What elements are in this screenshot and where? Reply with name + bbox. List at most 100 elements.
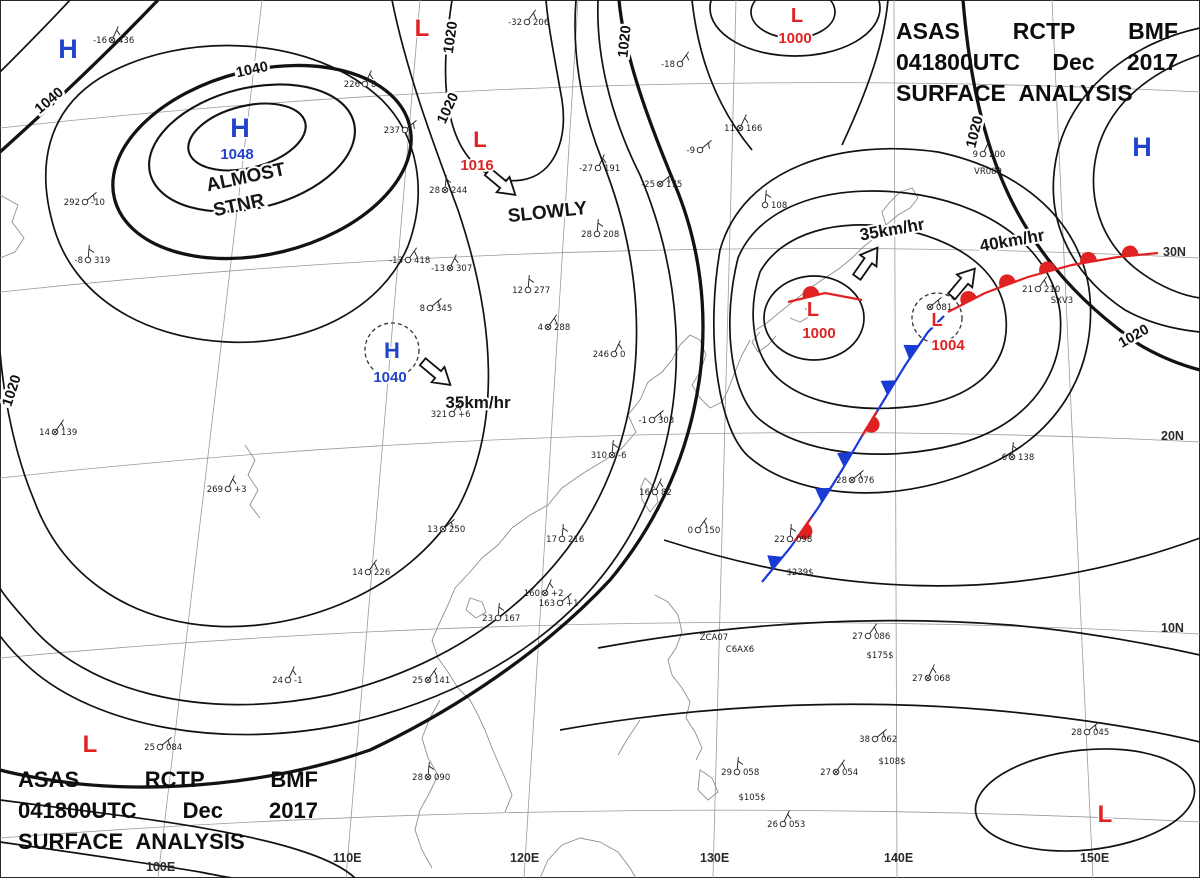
wind-barb-feather-icon [528,278,535,283]
station-pressure-value: 098 [796,535,812,545]
isobar-ring-low [713,147,1092,494]
station-pressure-value: 82 [661,488,672,498]
wind-barb-feather-icon [737,760,744,765]
station-pressure-value: 139 [61,428,77,438]
high-pressure-symbol: H [230,113,250,143]
isobar-path [559,703,1200,743]
station-sky-cover-icon [657,181,663,187]
movement-annotation: ALMOST [204,159,287,196]
station-sky-cover-icon [440,526,446,532]
station-temp-value: -9 [687,146,695,156]
wind-barb-feather-icon [659,481,664,488]
title-word: ASAS [18,767,80,792]
movement-arrow-icon [483,167,517,196]
isobar-value-label: 1040 [235,59,270,81]
isobar-path [0,799,356,878]
wind-barb-feather-icon [685,54,690,61]
title-line-1: ASAS RCTP BMF [18,764,318,795]
station-temp-value: 14 [39,428,50,438]
parallel-line [0,248,1200,293]
ship-id-label: ZCA07 [700,633,728,643]
station-sky-cover-icon [542,590,548,596]
isobar-path [663,537,1200,587]
movement-arrow-icon [947,267,976,301]
isobar-path [0,0,71,73]
wind-barb-feather-icon [873,626,878,633]
coastline-hokkaido [881,187,919,226]
isobar-ring-1044 [148,83,356,213]
coastline-inland-water [0,194,261,519]
coastline-borneo [539,837,637,878]
coastline-hainan [465,597,487,619]
ship-id-label: $239$ [786,568,813,578]
coastline-taiwan [640,477,659,513]
wind-barb-feather-icon [1043,279,1048,286]
title-block-top: ASAS RCTP BMF 041800UTC Dec 2017 SURFACE… [896,16,1178,109]
wind-barb-feather-icon [618,343,623,350]
meridian-line [1051,0,1094,878]
station-pressure-value: -6 [618,451,626,461]
wind-barb-feather-icon [369,73,374,80]
isobar-trough-1020 [444,0,565,182]
station-temp-value: 4 [538,323,543,333]
station-pressure-value: 150 [704,526,720,536]
title-line-3: SURFACE ANALYSIS [896,78,1178,109]
warm-front-symbol [864,415,880,433]
cold-front-symbol [837,452,854,468]
ship-id-label: $175$ [866,651,893,661]
station-temp-value: 27 [852,632,863,642]
parallel-line [0,432,1200,479]
station-pressure-value: +1 [566,599,579,609]
station-circle-icon [761,201,769,209]
wind-barb-feather-icon [882,731,885,738]
high-pressure-symbol: H [1132,132,1152,162]
station-pressure-value: 054 [842,768,858,778]
station-temp-value: 246 [593,350,609,360]
pressure-center-value: 1000 [778,30,811,47]
wind-barb-feather-icon [744,117,749,124]
station-temp-value: 321 [431,410,447,420]
wind-barb-feather-icon [841,762,846,769]
station-temp-value: 160 [524,589,540,599]
isobar-path [691,0,753,151]
wind-barb-feather-icon [567,595,570,602]
station-sky-cover-icon [425,774,431,780]
movement-annotation: SLOWLY [507,198,589,227]
title-word: 2017 [1126,49,1178,75]
station-temp-value: -25 [641,180,655,190]
isobar-path [597,619,1200,656]
wind-barb-feather-icon [437,300,440,307]
coastline-thailand-malay [414,699,441,869]
station-pressure-value: 303 [658,416,674,426]
station-circle-icon [779,820,787,828]
station-temp-value: 28 [581,230,592,240]
low-pressure-symbol: L [83,731,98,758]
station-temp-value: 11 [724,124,735,134]
station-circle-icon [594,164,602,172]
station-circle-icon [593,230,601,238]
station-temp-value: 23 [482,614,493,624]
station-circle-icon [284,676,292,684]
coastline-philippines [617,594,719,801]
station-circle-icon [556,599,564,607]
title-word: BMF [270,767,318,792]
station-pressure-value: 138 [1018,453,1034,463]
wind-barb-feather-icon [667,176,670,183]
meridian-line [712,0,737,878]
wind-barb-feather-icon [454,257,459,264]
station-pressure-value: 250 [449,525,465,535]
wind-barb-feather-icon [428,765,435,770]
station-pressure-value: 141 [434,676,450,686]
pressure-center-value: 1040 [373,369,406,386]
station-temp-value: 8 [420,304,425,314]
wind-barb-feather-icon [373,562,378,569]
station-pressure-value: 210 [1044,285,1060,295]
ship-id-label: SXV3 [1051,296,1073,306]
station-pressure-value: 206 [533,18,549,28]
station-temp-value: 27 [912,674,923,684]
warm-front-short-line [787,291,863,304]
station-circle-icon [558,535,566,543]
movement-annotation: STNR [211,190,266,221]
station-circle-icon [224,485,232,493]
warm-front-symbol [1121,245,1139,258]
